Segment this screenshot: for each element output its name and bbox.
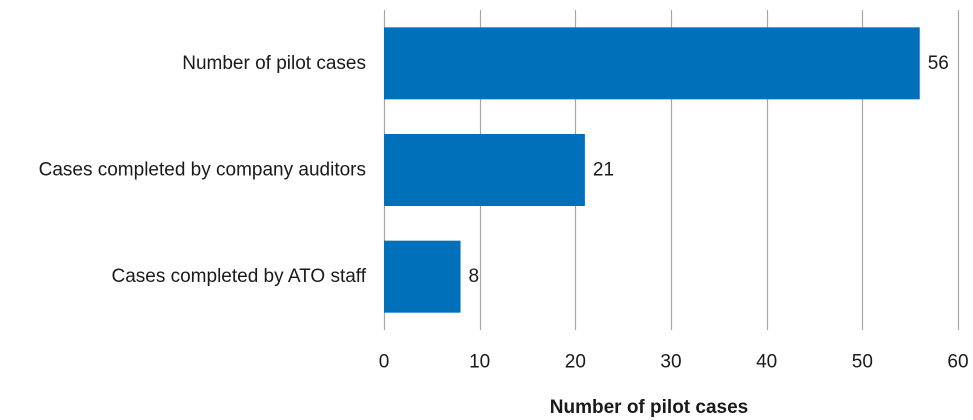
data-label-3: 8 xyxy=(469,266,480,287)
bar-3 xyxy=(384,240,461,313)
category-labels: Number of pilot cases Cases completed by … xyxy=(39,53,367,287)
x-tick-label-30: 30 xyxy=(660,352,681,373)
data-label-1: 56 xyxy=(928,53,949,74)
category-label-2: Cases completed by company auditors xyxy=(39,160,366,181)
x-tick-label-40: 40 xyxy=(756,352,777,373)
x-tick-label-10: 10 xyxy=(469,352,490,373)
category-label-1: Number of pilot cases xyxy=(182,53,366,74)
data-labels: 56 21 8 xyxy=(469,53,949,287)
x-tick-label-0: 0 xyxy=(379,352,390,373)
data-label-2: 21 xyxy=(593,160,614,181)
x-tick-label-60: 60 xyxy=(947,352,968,373)
bars xyxy=(384,27,920,313)
x-tick-labels: 0 10 20 30 40 50 60 xyxy=(379,352,969,373)
x-axis-title: Number of pilot cases xyxy=(550,397,749,418)
category-label-3: Cases completed by ATO staff xyxy=(111,266,366,287)
bar-2 xyxy=(384,134,585,206)
bar-1 xyxy=(384,27,920,100)
x-tick-label-50: 50 xyxy=(852,352,873,373)
x-tick-label-20: 20 xyxy=(565,352,586,373)
